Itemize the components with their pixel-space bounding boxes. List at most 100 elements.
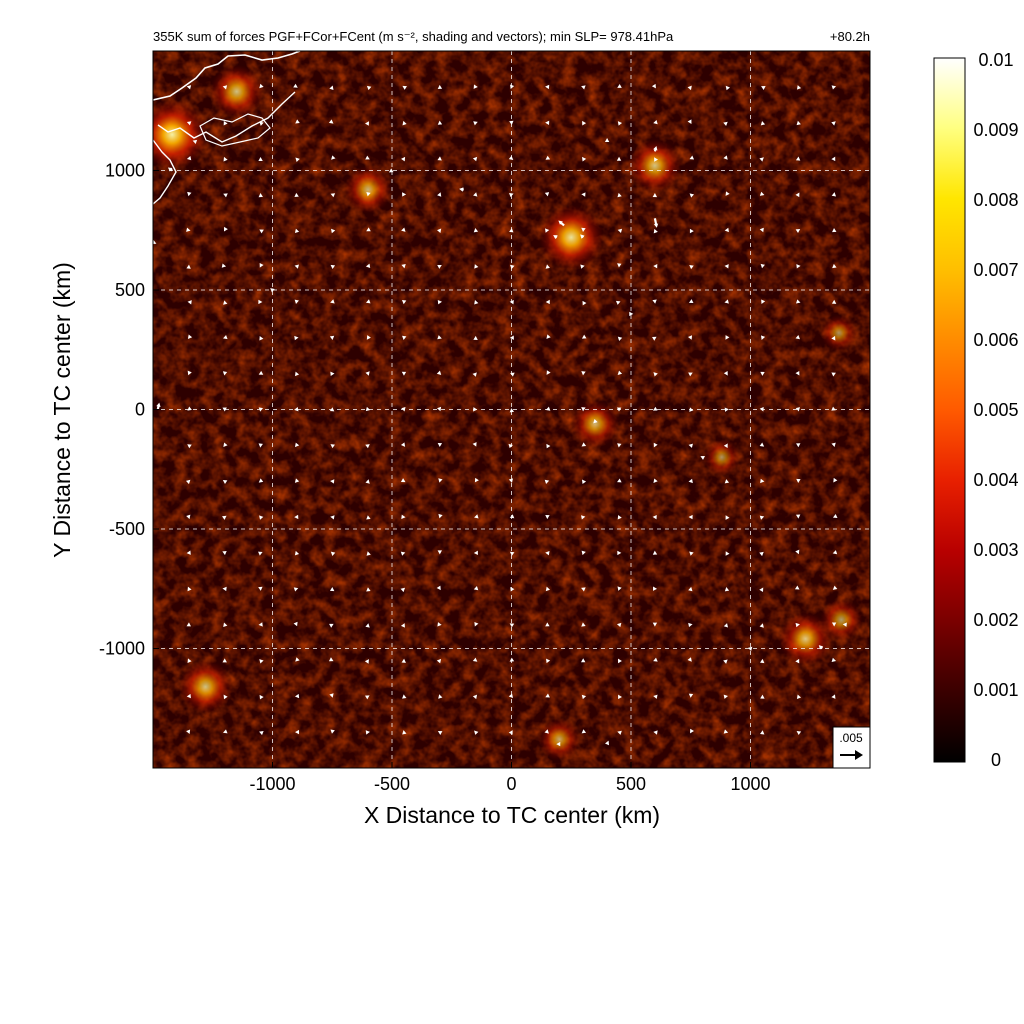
force-vector-small xyxy=(653,372,658,377)
force-vector-small xyxy=(759,551,764,557)
force-vector-small xyxy=(795,229,801,234)
force-vector-small xyxy=(222,658,227,663)
force-vector-small xyxy=(473,407,478,412)
force-vector-small xyxy=(581,587,586,592)
force-vector-small xyxy=(437,120,443,125)
force-vector-small xyxy=(831,372,836,377)
force-vector-small xyxy=(294,478,300,483)
force-vector-small xyxy=(222,586,227,592)
force-vector-small xyxy=(329,587,335,592)
force-vector-small xyxy=(723,729,729,734)
force-vector-small xyxy=(472,442,477,447)
force-vector-small xyxy=(223,120,228,126)
force-vector-small xyxy=(329,407,335,412)
force-vector-small xyxy=(473,192,478,197)
force-vector-small xyxy=(833,477,838,483)
force-vector-small xyxy=(831,442,836,447)
force-vector-small xyxy=(794,585,800,590)
force-vector-small xyxy=(546,658,551,664)
force-vector-small xyxy=(365,730,370,735)
chart-title: 355K sum of forces PGF+FCor+FCent (m s⁻²… xyxy=(153,29,674,44)
force-vector-small xyxy=(437,299,442,305)
force-vector-small xyxy=(796,694,802,699)
colorbar-tick-label: 0.006 xyxy=(973,330,1018,350)
force-vector-small xyxy=(687,657,692,662)
colorbar-ticks: 0 0.001 0.002 0.003 0.004 0.005 0.006 0.007 0.00… xyxy=(973,50,1018,770)
force-vector-small xyxy=(294,228,300,234)
force-vector-small xyxy=(653,119,658,125)
force-vector-small xyxy=(653,263,658,269)
force-vector-small xyxy=(223,300,228,305)
force-vector-small xyxy=(545,120,550,125)
force-vector-small xyxy=(761,86,766,90)
force-vector-small xyxy=(688,478,693,484)
force-vector-small xyxy=(437,442,443,448)
force-vector-small xyxy=(546,370,551,375)
force-vector-small xyxy=(509,335,514,340)
force-vector-small xyxy=(617,370,623,375)
force-vector-small xyxy=(187,444,192,449)
force-vector-small xyxy=(795,658,800,664)
heatmap-hotspots xyxy=(153,64,863,761)
force-vector xyxy=(604,740,610,746)
force-vector-small xyxy=(581,192,586,197)
hotspot-3 xyxy=(628,138,682,193)
force-vector-small xyxy=(187,406,192,411)
force-vector-small xyxy=(258,443,263,448)
force-vector-small xyxy=(222,407,227,412)
force-vector-small xyxy=(581,515,586,520)
force-vector-small xyxy=(759,406,764,412)
force-vector-small xyxy=(402,694,407,699)
force-vector-small xyxy=(258,551,263,556)
force-vector-small xyxy=(832,227,837,233)
force-vector-small xyxy=(401,156,406,162)
force-vector-small xyxy=(187,586,192,592)
y-tick-label: 1000 xyxy=(105,161,145,181)
y-tick-label: 0 xyxy=(135,400,145,420)
force-vector-small xyxy=(545,299,550,305)
force-vector-small xyxy=(401,371,407,376)
force-vector-small xyxy=(400,478,406,483)
force-vector-small xyxy=(723,694,729,699)
force-vector-small xyxy=(832,585,838,590)
force-vector-small xyxy=(329,335,335,341)
colorbar-tick-label: 0.004 xyxy=(973,470,1018,490)
force-vector-small xyxy=(400,587,406,593)
force-vector-small xyxy=(366,227,371,232)
reference-vector-box xyxy=(832,726,871,769)
force-vector xyxy=(818,645,824,650)
force-vector-small xyxy=(259,694,264,700)
colorbar-tick-label: 0.007 xyxy=(973,260,1018,280)
force-vector-small xyxy=(474,300,479,305)
force-vector-small xyxy=(329,85,334,91)
x-tick-label: 0 xyxy=(506,774,516,794)
force-vector-small xyxy=(652,193,658,198)
force-vector-small xyxy=(223,622,228,628)
hotspot-8 xyxy=(178,659,233,714)
force-vector xyxy=(553,235,558,240)
force-vector-small xyxy=(545,586,550,592)
force-vector-small xyxy=(294,264,299,269)
x-tick-label: 1000 xyxy=(730,774,770,794)
force-vector-small xyxy=(724,587,730,592)
colorbar-tick-label: 0.001 xyxy=(973,680,1018,700)
force-vector-small xyxy=(832,513,838,518)
force-vector-small xyxy=(581,227,586,232)
force-vector-small xyxy=(437,192,442,197)
force-vector-small xyxy=(259,121,264,126)
force-vector-small xyxy=(472,657,478,662)
force-vector-small xyxy=(581,407,586,412)
force-vector-small xyxy=(689,155,695,160)
force-vector-small xyxy=(759,623,764,628)
force-vector-small xyxy=(615,300,621,305)
force-vector-small xyxy=(258,622,263,627)
force-vector-small xyxy=(653,442,658,448)
force-vector-small xyxy=(723,371,728,376)
force-vector-small xyxy=(689,264,694,270)
force-vector-small xyxy=(759,157,764,162)
force-vector-small xyxy=(509,514,515,519)
force-vector-small xyxy=(473,586,479,591)
force-vector-small xyxy=(294,442,300,448)
force-vector-small xyxy=(725,85,730,91)
force-vector-small xyxy=(474,514,479,519)
